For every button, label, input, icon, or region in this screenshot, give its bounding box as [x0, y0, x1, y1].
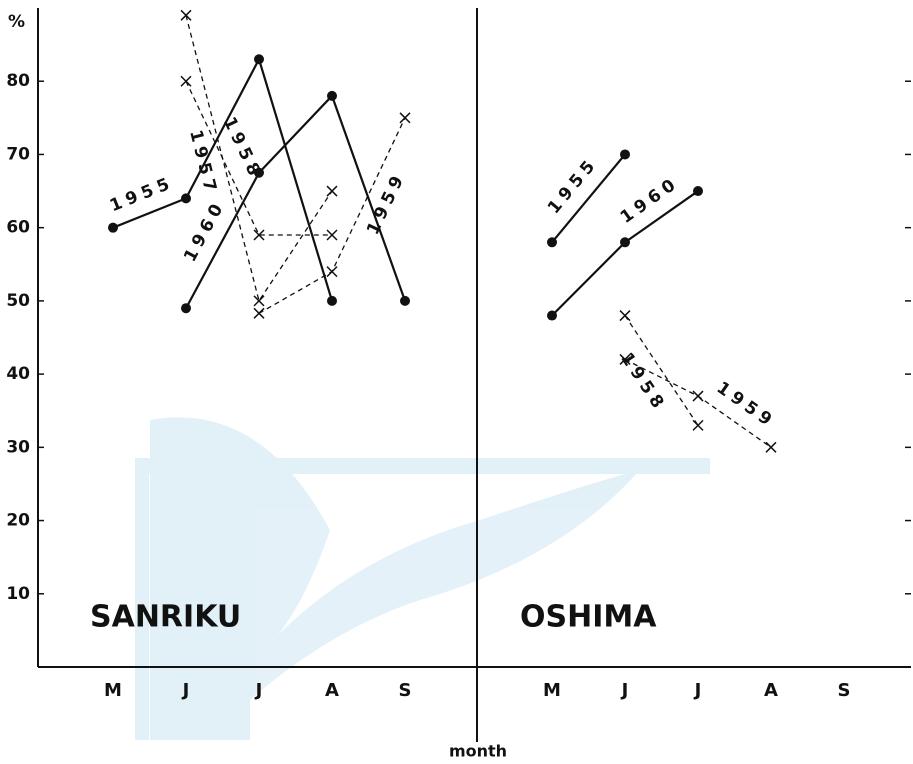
y-tick-label: 60	[6, 218, 30, 238]
series-label: 1955	[107, 173, 177, 217]
point	[692, 390, 704, 402]
point	[326, 229, 338, 241]
x-axis-label: month	[449, 742, 507, 761]
y-tick-label: 30	[6, 437, 30, 457]
x-tick-label: S	[399, 680, 412, 701]
x-tick-label: A	[764, 680, 778, 701]
series-line	[185, 15, 333, 303]
x-tick-label: J	[620, 680, 629, 701]
point	[619, 353, 631, 365]
point	[326, 266, 338, 278]
series-label: 1960	[180, 197, 230, 266]
panel-title: OSHIMA	[520, 600, 657, 635]
series-label: 1955	[544, 153, 602, 218]
point	[327, 295, 337, 306]
x-tick-label: M	[543, 680, 561, 701]
point	[180, 75, 192, 87]
series-line	[624, 315, 699, 426]
y-tick-label: 50	[6, 291, 30, 311]
point	[108, 222, 118, 233]
point	[692, 419, 704, 431]
x-tick-label: S	[838, 680, 851, 701]
point	[181, 193, 191, 204]
point	[547, 310, 557, 321]
point	[547, 237, 557, 248]
point	[254, 54, 264, 65]
point	[326, 185, 338, 197]
series-label: 1960	[617, 173, 684, 228]
y-tick-label: 20	[6, 511, 30, 531]
series-line	[551, 153, 626, 244]
x-tick-label: M	[104, 680, 122, 701]
x-tick-label: J	[181, 680, 190, 701]
point	[620, 149, 630, 160]
x-tick-label: J	[254, 680, 263, 701]
y-tick-label: 40	[6, 364, 30, 384]
point	[253, 295, 265, 307]
point	[180, 9, 192, 21]
x-tick-label: J	[693, 680, 702, 701]
series-line	[185, 80, 332, 236]
point	[400, 295, 410, 306]
point	[253, 229, 265, 241]
point	[327, 90, 337, 101]
x-tick-label: A	[325, 680, 339, 701]
y-tick-label: 10	[6, 584, 30, 604]
point	[399, 112, 411, 124]
watermark-tail	[150, 417, 640, 740]
y-tick-label: 80	[6, 71, 30, 91]
point	[693, 186, 703, 197]
point	[620, 237, 630, 248]
point	[254, 167, 264, 178]
y-tick-label: 70	[6, 144, 30, 164]
point	[619, 310, 631, 322]
series-line	[112, 56, 334, 302]
point	[765, 441, 777, 453]
series-line	[185, 93, 407, 309]
panel-title: SANRIKU	[90, 600, 241, 635]
series-label: 1959	[713, 378, 780, 433]
watermark	[135, 417, 710, 740]
point	[253, 307, 265, 319]
watermark-side	[135, 474, 149, 740]
watermark-bar	[135, 458, 710, 474]
point	[181, 303, 191, 314]
y-axis-label: %	[8, 12, 25, 32]
